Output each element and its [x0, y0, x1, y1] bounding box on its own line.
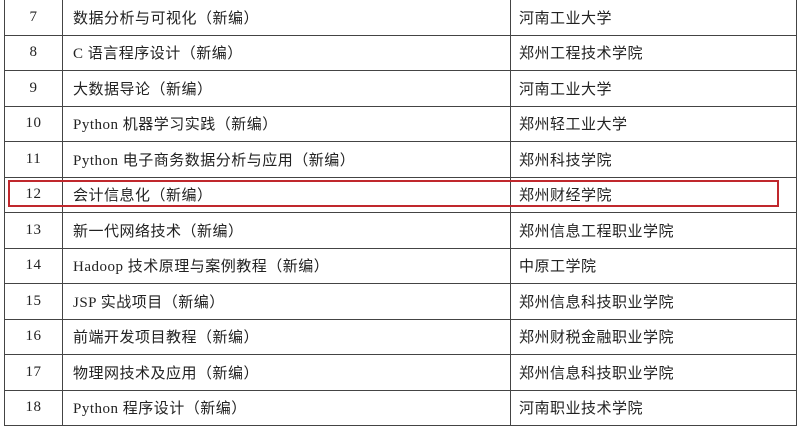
table-row: 12 会计信息化（新编） 郑州财经学院 [4, 176, 797, 213]
row-number: 11 [4, 141, 63, 178]
school-name: 郑州信息科技职业学院 [510, 283, 797, 320]
row-number: 13 [4, 212, 63, 249]
book-title: JSP 实战项目（新编） [62, 283, 511, 320]
school-name: 郑州工程技术学院 [510, 34, 797, 71]
book-title: 数据分析与可视化（新编） [62, 0, 511, 36]
row-number: 8 [4, 34, 63, 71]
book-title: 会计信息化（新编） [62, 176, 511, 213]
table-row: 7 数据分析与可视化（新编） 河南工业大学 [4, 0, 797, 36]
school-name: 郑州科技学院 [510, 141, 797, 178]
row-number: 12 [4, 176, 63, 213]
table-row: 15 JSP 实战项目（新编） 郑州信息科技职业学院 [4, 283, 797, 320]
row-number: 9 [4, 70, 63, 107]
table-row: 16 前端开发项目教程（新编） 郑州财税金融职业学院 [4, 318, 797, 355]
table-row: 17 物理网技术及应用（新编） 郑州信息科技职业学院 [4, 354, 797, 391]
school-name: 河南职业技术学院 [510, 389, 797, 426]
book-title: 物理网技术及应用（新编） [62, 354, 511, 391]
row-number: 16 [4, 318, 63, 355]
book-title: Python 机器学习实践（新编） [62, 105, 511, 142]
table-row: 18 Python 程序设计（新编） 河南职业技术学院 [4, 389, 797, 426]
table-row: 13 新一代网络技术（新编） 郑州信息工程职业学院 [4, 212, 797, 249]
school-name: 郑州财税金融职业学院 [510, 318, 797, 355]
row-number: 18 [4, 389, 63, 426]
table-row: 9 大数据导论（新编） 河南工业大学 [4, 70, 797, 107]
row-number: 10 [4, 105, 63, 142]
school-name: 中原工学院 [510, 247, 797, 284]
school-name: 河南工业大学 [510, 70, 797, 107]
book-title: Python 电子商务数据分析与应用（新编） [62, 141, 511, 178]
table-row: 11 Python 电子商务数据分析与应用（新编） 郑州科技学院 [4, 141, 797, 178]
book-title: 新一代网络技术（新编） [62, 212, 511, 249]
row-number: 7 [4, 0, 63, 36]
row-number: 15 [4, 283, 63, 320]
table-row: 10 Python 机器学习实践（新编） 郑州轻工业大学 [4, 105, 797, 142]
row-number: 17 [4, 354, 63, 391]
school-name: 郑州信息科技职业学院 [510, 354, 797, 391]
school-name: 郑州财经学院 [510, 176, 797, 213]
book-title: Python 程序设计（新编） [62, 389, 511, 426]
table-row: 14 Hadoop 技术原理与案例教程（新编） 中原工学院 [4, 247, 797, 284]
textbook-table: 7 数据分析与可视化（新编） 河南工业大学 8 C 语言程序设计（新编） 郑州工程技术学院… [4, 0, 797, 426]
school-name: 郑州信息工程职业学院 [510, 212, 797, 249]
school-name: 郑州轻工业大学 [510, 105, 797, 142]
row-number: 14 [4, 247, 63, 284]
book-title: 大数据导论（新编） [62, 70, 511, 107]
book-title: C 语言程序设计（新编） [62, 34, 511, 71]
book-title: 前端开发项目教程（新编） [62, 318, 511, 355]
school-name: 河南工业大学 [510, 0, 797, 36]
book-title: Hadoop 技术原理与案例教程（新编） [62, 247, 511, 284]
